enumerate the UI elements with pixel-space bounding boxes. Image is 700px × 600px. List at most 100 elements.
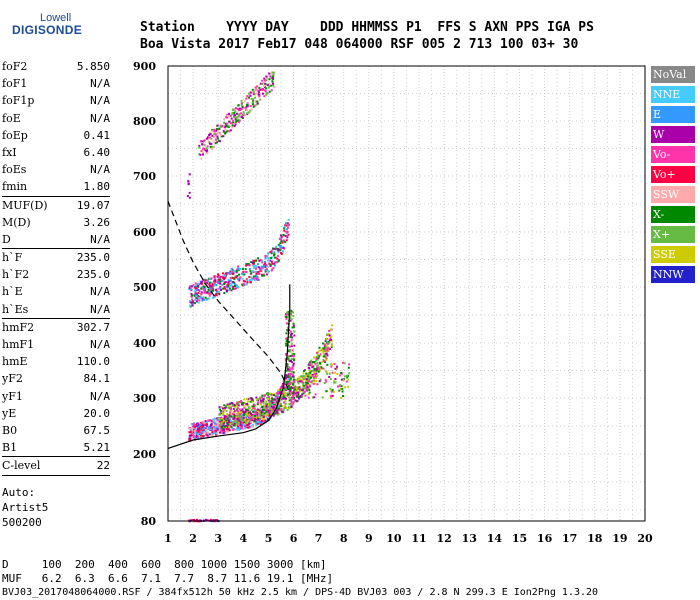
echo-point-3hop [263, 77, 266, 80]
echo-point-2hop [255, 265, 258, 268]
echo-point-3hop [228, 112, 231, 115]
echo-point-isolated [188, 173, 191, 176]
echo-point-2hop [288, 223, 291, 226]
echo-point-x [308, 380, 311, 383]
echo-point-o [188, 438, 191, 441]
param-value: 84.1 [83, 372, 111, 386]
param-value: 1.80 [83, 180, 111, 194]
echo-point-low [195, 518, 198, 521]
param-value: N/A [90, 232, 110, 246]
echo-point-2hop [206, 280, 209, 283]
echo-point-o [195, 429, 198, 432]
echo-point-2hop [198, 290, 201, 293]
echo-point-o [200, 428, 203, 431]
echo-point-x [308, 363, 311, 366]
echo-point-3hop [237, 118, 240, 121]
echo-point-x [263, 408, 266, 411]
echo-point-3hop [214, 131, 217, 134]
echo-point-x [316, 364, 319, 367]
echo-point-x [301, 387, 304, 390]
echo-point-x [271, 406, 274, 409]
x-tick-label: 16 [537, 532, 553, 545]
echo-point-3hop [252, 92, 255, 95]
echo-point-3hop [251, 91, 254, 94]
echo-point-x [228, 414, 231, 417]
echo-point-x [313, 356, 316, 359]
echo-point-2hop [251, 262, 254, 265]
param-key: M(D) [2, 215, 31, 229]
echo-point-x [325, 380, 328, 383]
echo-point-x [297, 382, 300, 385]
echo-point-2hop [211, 296, 214, 299]
echo-point-o [204, 420, 207, 423]
echo-point-3hop [230, 117, 233, 120]
echo-point-spike [285, 322, 288, 325]
echo-point-3hop [216, 131, 219, 134]
echo-point-2hop [246, 281, 249, 284]
echo-point-spike [287, 368, 290, 371]
echo-point-x [267, 409, 270, 412]
echo-point-x [314, 363, 317, 366]
echo-point-2hop [269, 259, 272, 262]
echo-point-o [281, 384, 284, 387]
echo-point-x [219, 422, 222, 425]
echo-point-x [319, 378, 322, 381]
echo-point-x [222, 422, 225, 425]
echo-point-x [310, 363, 313, 366]
echo-point-3hop [253, 104, 256, 107]
echo-point-3hop [206, 152, 209, 155]
echo-point-3hop [257, 91, 260, 94]
echo-point-x [339, 374, 342, 377]
echo-point-x [253, 417, 256, 420]
echo-point-x [315, 380, 318, 383]
x-tick-label: 14 [487, 532, 503, 545]
echo-point-o [250, 413, 253, 416]
x-tick-label: 10 [386, 532, 402, 545]
echo-point-3hop [273, 86, 276, 89]
echo-point-2hop [203, 280, 206, 283]
echo-point-spike [288, 332, 291, 335]
echo-point-2hop [229, 282, 232, 285]
echo-point-x [265, 410, 268, 413]
echo-point-x [243, 406, 246, 409]
y-tick-label: 400 [133, 337, 156, 350]
echo-point-3hop [255, 103, 258, 106]
echo-point-2hop [273, 264, 276, 267]
echo-point-2hop [278, 237, 281, 240]
x-tick-label: 17 [562, 532, 577, 545]
echo-point-x [329, 397, 332, 400]
x-tick-label: 19 [612, 532, 627, 545]
echo-point-x [240, 411, 243, 414]
echo-point-o [194, 429, 197, 432]
echo-point-2hop [197, 298, 200, 301]
echo-point-x [303, 390, 306, 393]
echo-point-2hop [262, 265, 265, 268]
echo-point-2hop [285, 228, 288, 231]
echo-point-2hop [222, 287, 225, 290]
echo-point-x [316, 383, 319, 386]
echo-point-x [304, 394, 307, 397]
echo-point-x [239, 422, 242, 425]
echo-point-2hop [245, 264, 248, 267]
echo-point-x [252, 415, 255, 418]
echo-point-o [215, 432, 218, 435]
echo-point-x [313, 361, 316, 364]
echo-point-x [226, 417, 229, 420]
echo-point-spike [293, 359, 296, 362]
echo-point-2hop [224, 275, 227, 278]
echo-point-3hop [249, 105, 252, 108]
echo-point-o [190, 423, 193, 426]
echo-point-spike [288, 349, 291, 352]
echo-point-x [302, 384, 305, 387]
echo-point-o [249, 421, 252, 424]
echo-point-x [267, 398, 270, 401]
echo-point-x [313, 373, 316, 376]
echo-point-2hop [250, 272, 253, 275]
echo-point-x [319, 353, 322, 356]
echo-point-3hop [219, 125, 222, 128]
echo-point-x [308, 389, 311, 392]
echo-point-2hop [224, 276, 227, 279]
echo-point-2hop [231, 267, 234, 270]
echo-point-o [265, 407, 268, 410]
